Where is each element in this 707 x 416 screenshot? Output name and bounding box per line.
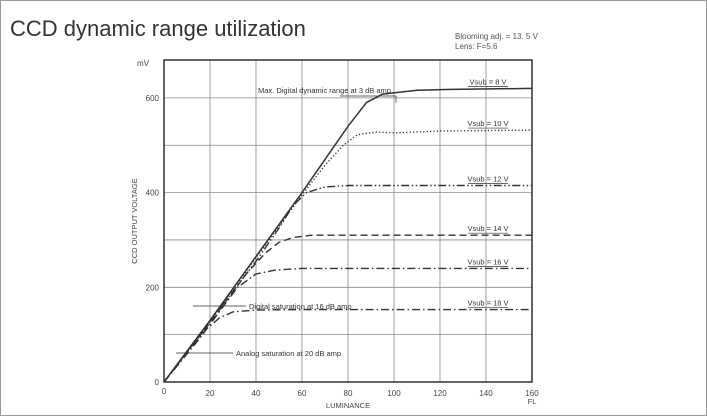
x-tick-label: 80 <box>344 389 353 398</box>
series-line-4 <box>163 234 532 383</box>
x-tick-label: 60 <box>298 389 307 398</box>
y-tick-label: 600 <box>146 94 160 103</box>
y-tick-label: 200 <box>146 283 160 292</box>
y-unit-label: mV <box>137 59 150 68</box>
blooming-note: Blooming adj. = 13. 5 V <box>455 32 538 41</box>
series-label-1: Vsub = 8 V <box>470 77 507 86</box>
x-tick-label: 100 <box>387 389 401 398</box>
y-tick-label: 0 <box>155 378 160 387</box>
x-tick-label: 140 <box>479 389 493 398</box>
annotation-max-digital: Max. Digital dynamic range at 3 dB amp <box>258 86 391 95</box>
series-label-5: Vsub = 16 V <box>467 257 508 266</box>
plot-border <box>163 59 533 383</box>
y-axis-title: CCD OUTPUT VOLTAGE <box>130 178 139 263</box>
series-label-2: Vsub = 10 V <box>467 119 508 128</box>
series-line-3 <box>163 184 532 383</box>
y-tick-label: 400 <box>146 189 160 198</box>
x-axis-title: LUMINANCE <box>326 401 370 410</box>
x-tick-label: 120 <box>433 389 447 398</box>
x-tick-label: 0 <box>162 387 167 396</box>
series-line-6 <box>163 308 532 383</box>
series-label-3: Vsub = 12 V <box>467 174 508 183</box>
x-tick-label: 20 <box>206 389 215 398</box>
x-tick-label: 160 <box>525 389 539 398</box>
series-label-4: Vsub = 14 V <box>467 224 508 233</box>
series-label-6: Vsub = 18 V <box>467 299 508 308</box>
x-unit-label: FL <box>528 397 537 406</box>
annotation-digital-saturation: Digital saturation at 16 dB amp <box>249 302 352 311</box>
lens-note: Lens: F=5.6 <box>455 42 498 51</box>
annotation-analog-saturation: Analog saturation at 20 dB amp <box>236 349 341 358</box>
chart-title: CCD dynamic range utilization <box>10 16 306 41</box>
x-tick-label: 40 <box>252 389 261 398</box>
